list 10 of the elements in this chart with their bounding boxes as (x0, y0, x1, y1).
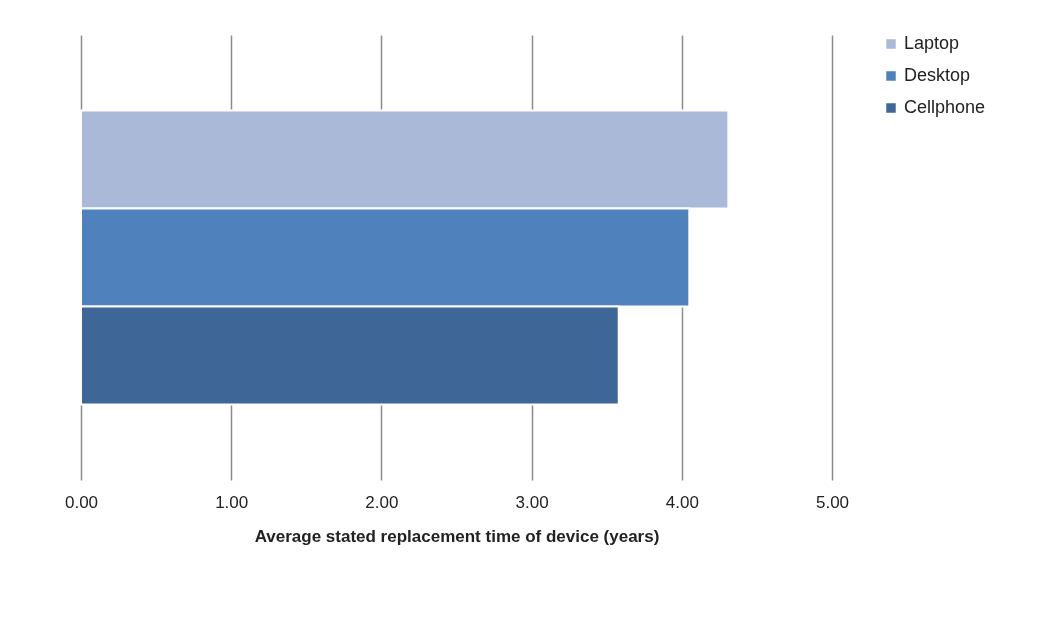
x-tick-label: 2.00 (365, 492, 399, 512)
x-axis-title: Average stated replacement time of device (years) (254, 526, 660, 546)
x-tick-label: 4.00 (665, 492, 699, 512)
x-tick-label: 0.00 (64, 492, 99, 512)
legend-label: Laptop (904, 33, 960, 53)
x-tick-label: 5.00 (815, 492, 850, 512)
x-tick-label: 3.00 (515, 492, 549, 512)
legend-label: Desktop (904, 65, 971, 85)
legend-label: Cellphone (904, 97, 986, 117)
x-tick-label: 1.00 (215, 492, 249, 512)
